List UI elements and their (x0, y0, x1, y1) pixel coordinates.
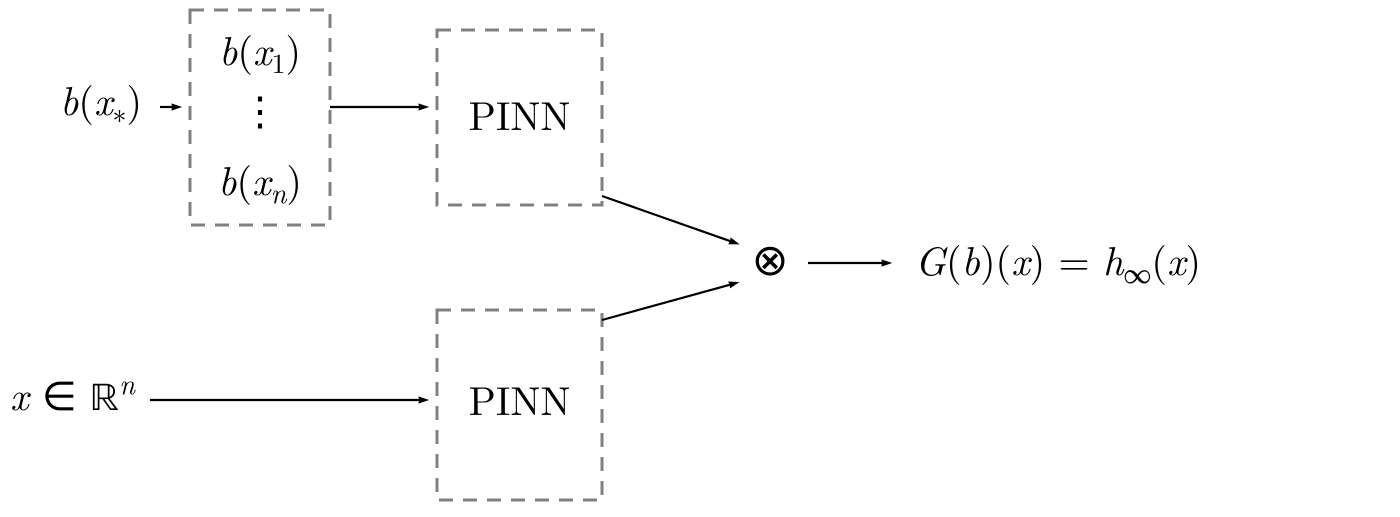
deeponet-diagram: b(x∗) x ∈ ℝn b(x1) ⋮ b(xn) PINN PINN ⊗ G… (0, 0, 1400, 517)
label-pinn-bot: PINN (469, 370, 571, 427)
label-input-x-rn: x ∈ ℝn (10, 363, 136, 422)
label-b-x1: b(x1) (219, 20, 301, 82)
pinn-top-to-tensor (602, 196, 730, 241)
tensor-product-icon: ⊗ (752, 225, 789, 288)
label-input-b-xstar: b(x∗) (60, 70, 142, 132)
pinn-bot-to-tensor (602, 285, 730, 320)
label-pinn-top: PINN (469, 85, 571, 142)
label-output: G(b)(x) = h∞(x) (915, 230, 1201, 292)
label-b-xn: b(xn) (218, 150, 302, 212)
label-vdots: ⋮ (240, 80, 280, 137)
